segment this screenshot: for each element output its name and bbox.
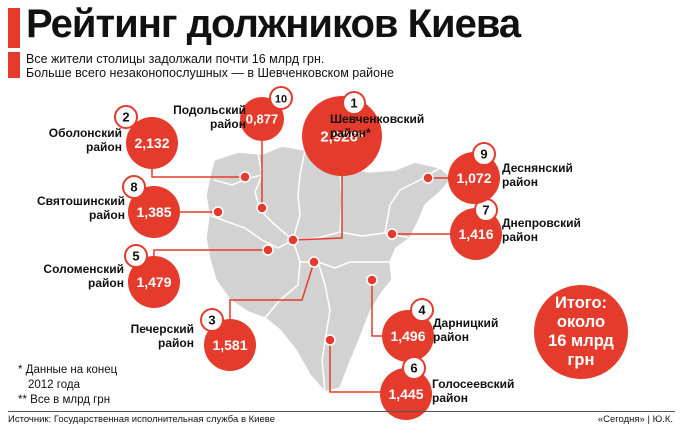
- district-label-dneprovsky: Днепровский район: [502, 216, 581, 244]
- value-text-pechersky: 1,581: [212, 337, 247, 353]
- marker-desnyansky: [422, 172, 434, 184]
- value-text-shevchenkovsky: 2,926*: [320, 128, 364, 145]
- district-value-circles: 2,926* 1 2,132 2 1,581 3 1,496 4 1,479 5 1,445 6 1,4…: [114, 86, 502, 420]
- subtitle-line: Больше всего незаконопослушных — в Шевче…: [26, 66, 394, 80]
- leader-line-shevchenkovsky: [292, 155, 343, 241]
- district-label-obolonsky: Оболонский район: [48, 126, 122, 154]
- rank-text-dneprovsky: 7: [482, 203, 489, 218]
- rank-text-podolsky: 10: [275, 94, 287, 106]
- marker-darnitsky: [366, 274, 378, 286]
- rank-circle-podolsky: [269, 86, 293, 110]
- page-subtitle: Все жители столицы задолжали почти 16 мл…: [26, 52, 394, 80]
- source-credit: Источник: Государственная исполнительная…: [8, 414, 275, 425]
- value-text-podolsky: 0,877: [246, 112, 279, 127]
- value-text-desnyansky: 1,072: [456, 170, 491, 186]
- value-circle-podolsky: [240, 97, 284, 141]
- subtitle-line: Все жители столицы задолжали почти 16 мл…: [26, 52, 325, 66]
- footnote-date-cont: 2012 года: [28, 379, 80, 391]
- district-label-podolsky: Подольский район: [173, 103, 246, 131]
- rank-text-darnitsky: 4: [418, 303, 426, 318]
- marker-solomensky: [262, 244, 274, 256]
- rank-text-pechersky: 3: [208, 313, 215, 328]
- rank-text-desnyansky: 9: [480, 147, 487, 162]
- value-circle-shevchenkovsky: [302, 96, 382, 176]
- value-text-goloseevsky: 1,445: [388, 386, 423, 402]
- value-circle-svyatoshinsky: [128, 186, 180, 238]
- district-label-darnitsky: Дарницкий район: [433, 316, 499, 344]
- value-text-solomensky: 1,479: [136, 274, 171, 290]
- author-credit: «Сегодня» | Ю.К.: [597, 414, 673, 425]
- district-label-pechersky: Печерский район: [130, 322, 194, 350]
- total-debt-badge: Итого: около 16 млрд грн: [534, 285, 628, 379]
- marker-obolonsky: [239, 171, 251, 183]
- footnote-date: * Данные на конец: [18, 364, 118, 376]
- page-title: Рейтинг должников Киева: [26, 2, 521, 46]
- value-text-svyatoshinsky: 1,385: [136, 204, 171, 220]
- value-circle-darnitsky: [382, 310, 434, 362]
- value-circle-solomensky: [128, 256, 180, 308]
- district-label-shevchenkovsky: Шевченковский район*: [330, 112, 425, 140]
- marker-goloseevsky: [324, 334, 336, 346]
- district-label-svyatoshinsky: Святошинский район: [37, 194, 125, 222]
- rank-circle-solomensky: [124, 244, 148, 268]
- value-circle-pechersky: [204, 319, 256, 371]
- marker-pechersky: [308, 256, 320, 268]
- title-accent-bar: [8, 8, 20, 48]
- marker-shevchenkovsky: [287, 234, 299, 246]
- footnote-units: ** Все в млрд грн: [18, 394, 111, 406]
- marker-podolsky: [256, 202, 268, 214]
- rank-circle-desnyansky: [472, 142, 496, 166]
- rank-circle-svyatoshinsky: [122, 175, 146, 199]
- rank-text-goloseevsky: 6: [410, 361, 417, 376]
- value-circle-obolonsky: [126, 117, 178, 169]
- subtitle-accent-bar: [8, 52, 20, 78]
- rank-text-shevchenkovsky: 1: [350, 96, 357, 111]
- rank-circle-goloseevsky: [402, 356, 426, 380]
- rank-circle-shevchenkovsky: [342, 91, 366, 115]
- value-text-dneprovsky: 1,416: [458, 226, 493, 242]
- marker-dneprovsky: [386, 228, 398, 240]
- value-text-darnitsky: 1,496: [390, 328, 425, 344]
- district-label-desnyansky: Деснянский район: [502, 161, 573, 189]
- district-label-goloseevsky: Голосеевский район: [432, 377, 515, 405]
- district-label-solomensky: Соломенский район: [43, 262, 124, 290]
- leader-line-goloseevsky: [329, 340, 384, 393]
- value-circle-goloseevsky: [380, 368, 432, 420]
- rank-text-svyatoshinsky: 8: [130, 180, 137, 195]
- rank-circle-darnitsky: [410, 298, 434, 322]
- value-text-obolonsky: 2,132: [134, 135, 169, 151]
- marker-svyatoshinsky: [212, 206, 224, 218]
- rank-circle-obolonsky: [114, 105, 138, 129]
- footer-divider: [8, 411, 675, 412]
- rank-circle-pechersky: [200, 308, 224, 332]
- rank-text-obolonsky: 2: [122, 110, 129, 125]
- rank-text-solomensky: 5: [132, 249, 139, 264]
- district-markers: [212, 171, 434, 346]
- footnotes: * Данные на конец 2012 года ** Все в млр…: [18, 363, 117, 408]
